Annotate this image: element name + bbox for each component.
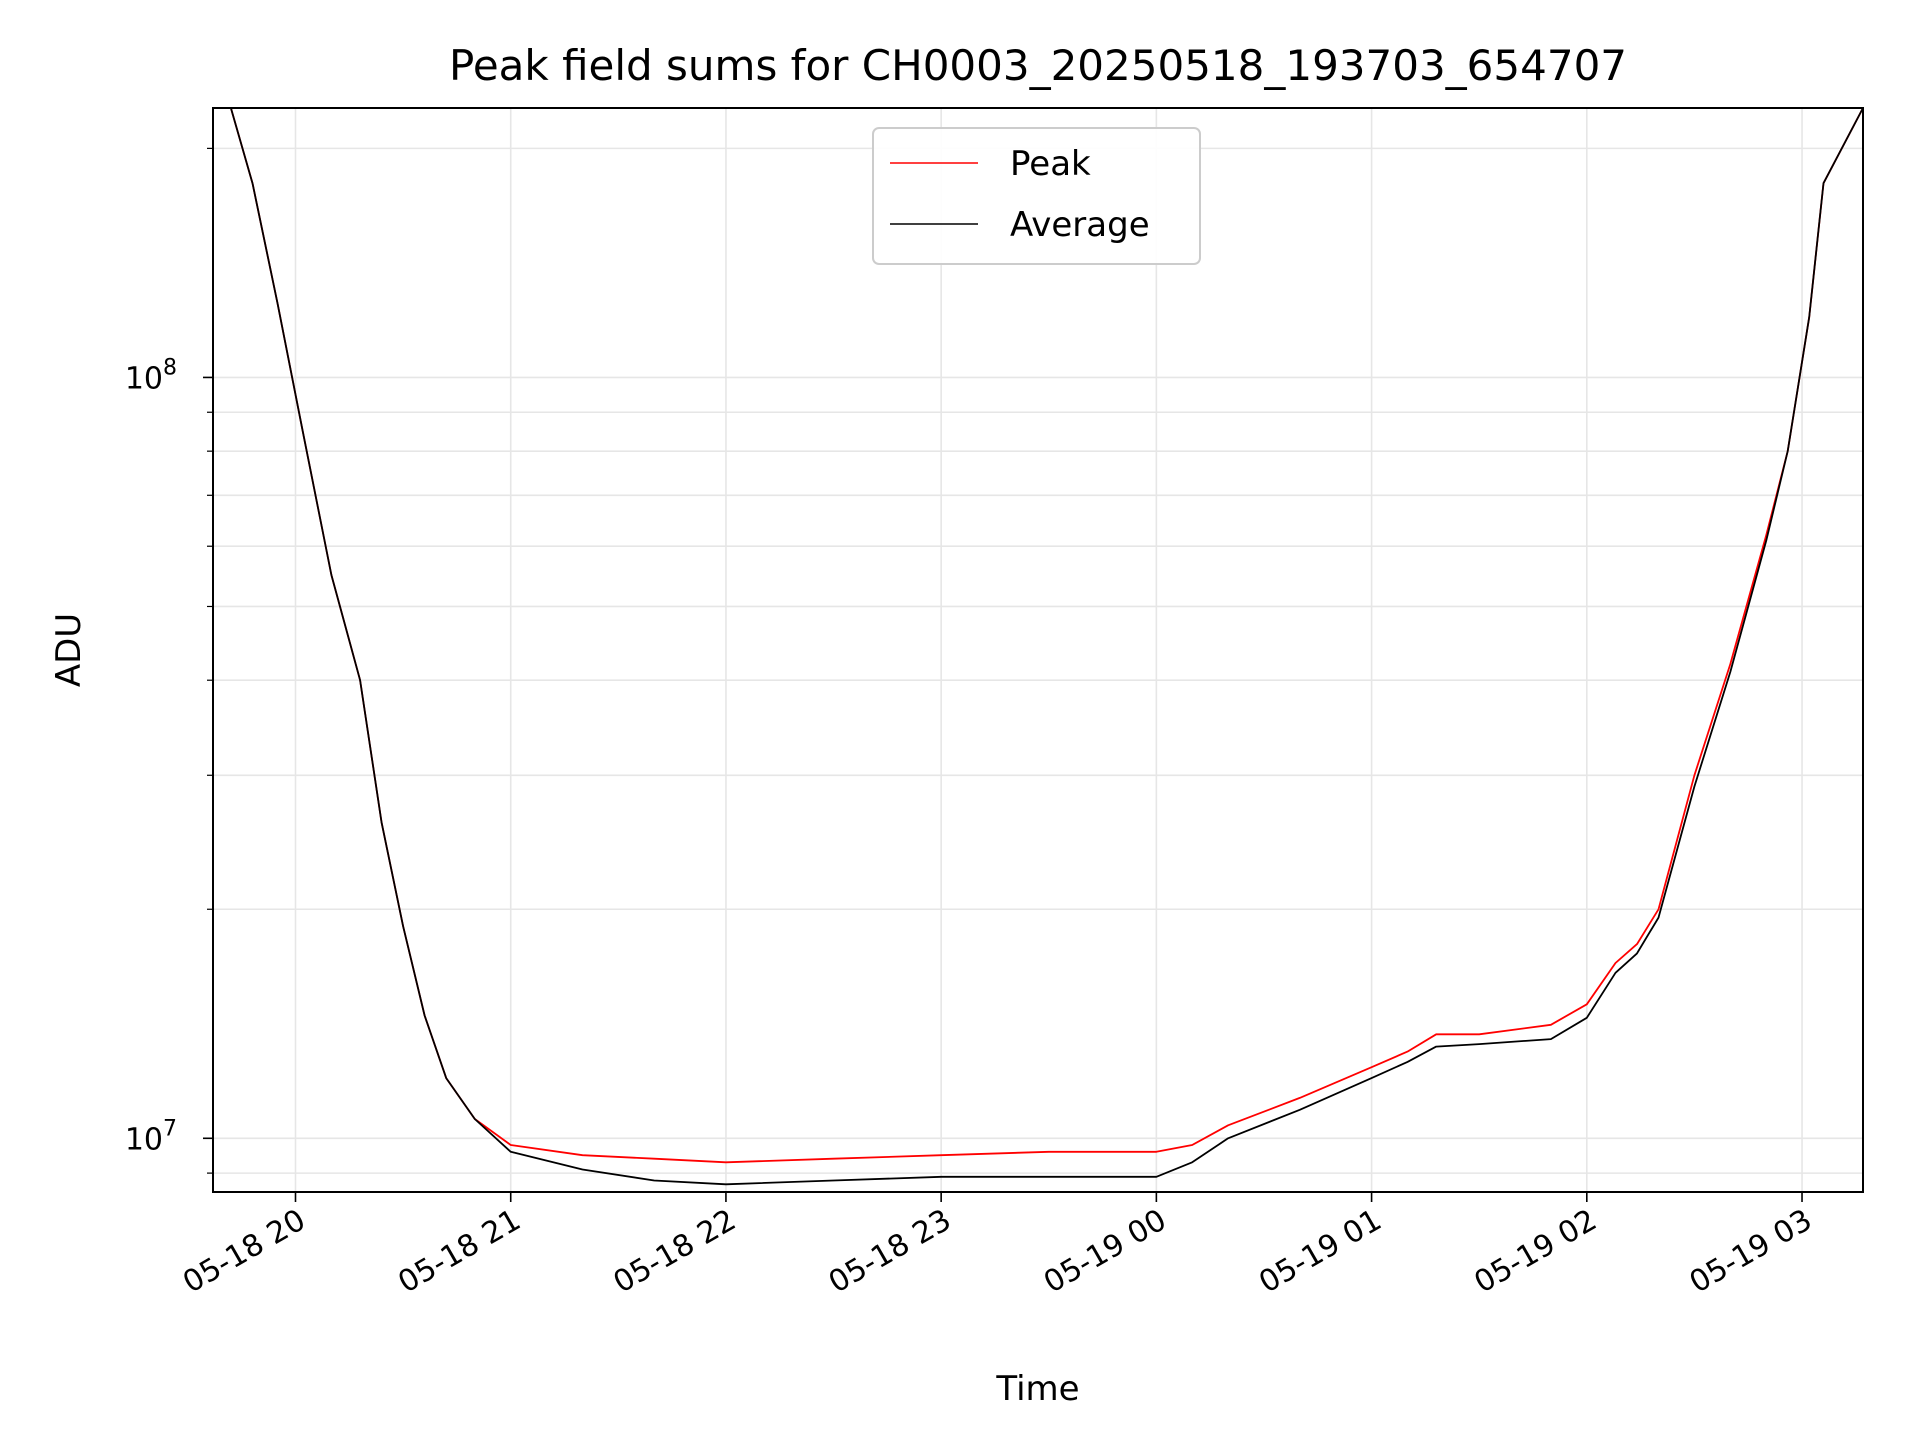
grid xyxy=(213,108,1863,1192)
y-tick-label: 107 xyxy=(125,1116,177,1157)
plot-frame xyxy=(212,107,1864,1193)
legend-box xyxy=(872,127,1201,265)
legend-label-peak: Peak xyxy=(1010,144,1091,184)
y-tick-label: 108 xyxy=(125,355,177,396)
legend-label-average: Average xyxy=(1010,205,1150,245)
series-layer xyxy=(230,107,1864,1186)
legend: Peak Average xyxy=(872,127,1201,265)
chart-title: Peak field sums for CH0003_20250518_1937… xyxy=(449,41,1627,90)
y-axis-label: ADU xyxy=(49,613,89,687)
series-line-average xyxy=(230,107,1864,1186)
x-axis-label: Time xyxy=(995,1369,1079,1409)
